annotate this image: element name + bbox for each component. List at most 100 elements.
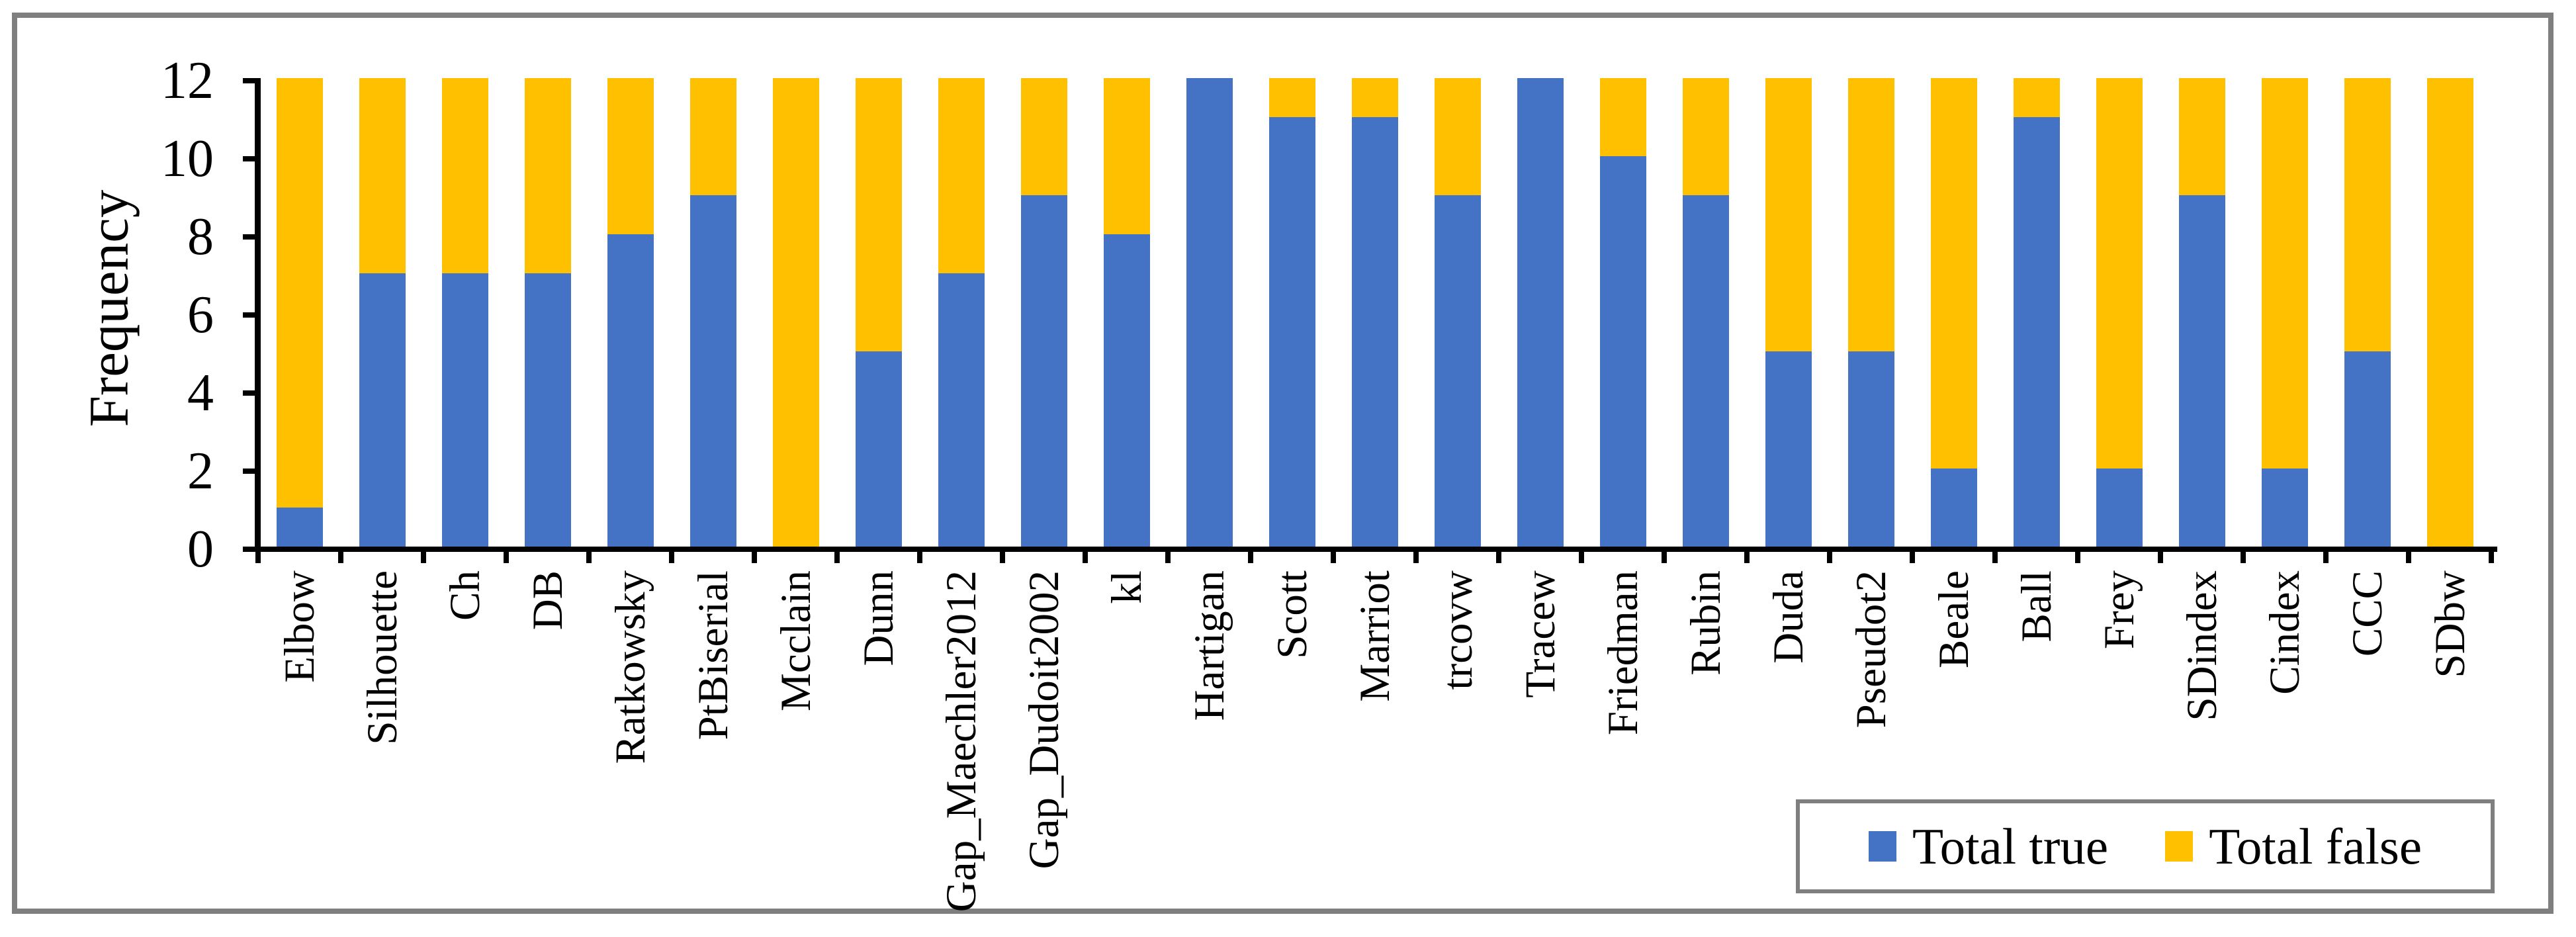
x-tick	[2323, 552, 2329, 563]
x-axis-line	[255, 547, 2497, 552]
x-category-label: Duda	[1764, 570, 1812, 664]
x-tick	[1992, 552, 1998, 563]
x-tick	[1000, 552, 1005, 563]
x-tick	[1662, 552, 1667, 563]
bar-segment-false	[1020, 78, 1067, 195]
bar-segment-true	[1765, 351, 1812, 547]
x-tick	[752, 552, 757, 563]
y-axis-line	[255, 78, 261, 552]
x-tick	[1579, 552, 1584, 563]
x-category-label: Friedman	[1599, 570, 1647, 736]
y-tick-label: 0	[187, 520, 214, 578]
x-category-label: DB	[523, 570, 572, 631]
x-tick	[1248, 552, 1253, 563]
x-tick	[2075, 552, 2080, 563]
bar-segment-false	[2261, 78, 2308, 469]
legend: Total true Total false	[1796, 799, 2495, 893]
y-tick	[243, 469, 255, 474]
bar-segment-true	[1020, 195, 1067, 547]
x-category-label: kl	[1102, 570, 1151, 604]
x-tick	[1331, 552, 1336, 563]
bar-segment-true	[938, 273, 985, 547]
bar-segment-true	[524, 273, 571, 547]
x-category-label: Ball	[2012, 570, 2061, 643]
bar-segment-false	[2013, 78, 2060, 117]
bar-segment-false	[689, 78, 736, 195]
bar-segment-true	[441, 273, 488, 547]
x-category-label: trcovw	[1433, 570, 1482, 690]
x-tick	[917, 552, 922, 563]
bar-segment-false	[772, 78, 819, 547]
bar-segment-true	[1351, 117, 1398, 547]
x-tick	[1496, 552, 1501, 563]
bar-segment-false	[855, 78, 902, 351]
bar-segment-true	[1268, 117, 1315, 547]
x-category-label: Scott	[1268, 570, 1316, 659]
x-tick	[586, 552, 592, 563]
bar-segment-true	[2096, 469, 2143, 547]
x-tick	[1827, 552, 1832, 563]
y-tick	[243, 547, 255, 552]
x-category-label: Gap_Dudoit2002	[1020, 570, 1068, 870]
x-tick	[1165, 552, 1171, 563]
x-category-label: Rubin	[1681, 570, 1730, 676]
bar-segment-false	[359, 78, 406, 273]
x-category-label: Mcclain	[772, 570, 820, 711]
bar-segment-true	[1434, 195, 1481, 547]
y-tick-label: 12	[161, 52, 214, 110]
x-tick	[2489, 552, 2494, 563]
bar-segment-false	[938, 78, 985, 273]
bar-segment-false	[441, 78, 488, 273]
bar-segment-true	[276, 508, 323, 547]
bar-segment-true	[855, 351, 902, 547]
x-tick	[1083, 552, 1088, 563]
bar-segment-true	[1103, 234, 1150, 547]
x-tick	[2158, 552, 2163, 563]
bar-segment-false	[1930, 78, 1977, 469]
x-category-label: SDindex	[2178, 570, 2226, 721]
x-category-label: Gap_Maechler2012	[937, 570, 985, 913]
bar-segment-true	[1186, 78, 1233, 547]
bar-segment-true	[607, 234, 654, 547]
y-tick	[243, 234, 255, 240]
bar-segment-true	[1517, 78, 1564, 547]
bar-segment-true	[689, 195, 736, 547]
x-tick	[255, 552, 261, 563]
x-category-label: Beale	[1930, 570, 1978, 668]
bar-segment-true	[1930, 469, 1977, 547]
bar-segment-false	[2426, 78, 2473, 547]
bar-segment-true	[1599, 156, 1646, 547]
bar-segment-true	[2013, 117, 2060, 547]
x-category-label: Silhouette	[358, 570, 406, 745]
y-tick-label: 10	[161, 130, 214, 188]
bar-segment-true	[1847, 351, 1894, 547]
x-tick	[504, 552, 509, 563]
x-category-label: Marriot	[1351, 570, 1399, 702]
x-category-label: Frey	[2095, 570, 2143, 650]
y-tick-label: 4	[187, 364, 214, 422]
bar-segment-false	[607, 78, 654, 234]
y-tick	[243, 312, 255, 318]
bar-segment-false	[2344, 78, 2391, 351]
x-category-label: Ratkowsky	[606, 570, 654, 764]
y-tick	[243, 390, 255, 396]
x-category-label: Ch	[441, 570, 489, 621]
y-tick	[243, 156, 255, 161]
bar-segment-false	[1599, 78, 1646, 156]
x-category-label: PtBiserial	[689, 570, 737, 740]
x-tick	[1910, 552, 1915, 563]
x-category-label: CCC	[2343, 570, 2391, 657]
bar-segment-false	[276, 78, 323, 508]
x-tick	[2406, 552, 2411, 563]
y-tick	[243, 78, 255, 83]
bar-segment-false	[1847, 78, 1894, 351]
bar-segment-false	[524, 78, 571, 273]
x-tick	[2241, 552, 2246, 563]
bar-segment-false	[1268, 78, 1315, 117]
legend-label-total-false: Total false	[2209, 817, 2422, 875]
legend-item-total-true: Total true	[1869, 821, 2108, 872]
bar-segment-false	[1103, 78, 1150, 234]
legend-swatch-false	[2165, 831, 2194, 862]
x-category-label: Hartigan	[1185, 570, 1233, 721]
